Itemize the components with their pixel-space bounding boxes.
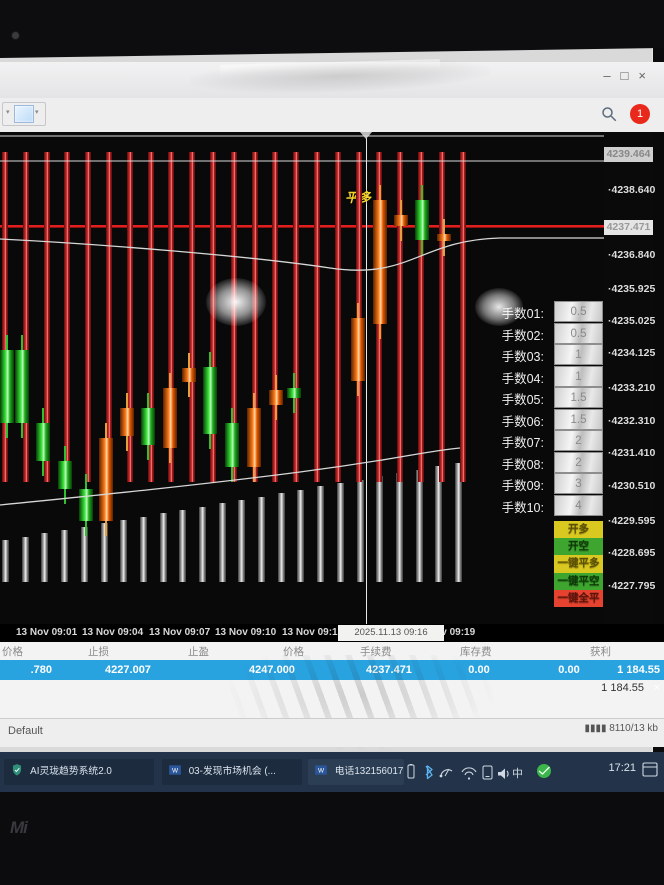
svg-text:W: W [172, 768, 179, 775]
svg-text:中: 中 [512, 767, 523, 780]
svg-text:W: W [318, 768, 325, 775]
